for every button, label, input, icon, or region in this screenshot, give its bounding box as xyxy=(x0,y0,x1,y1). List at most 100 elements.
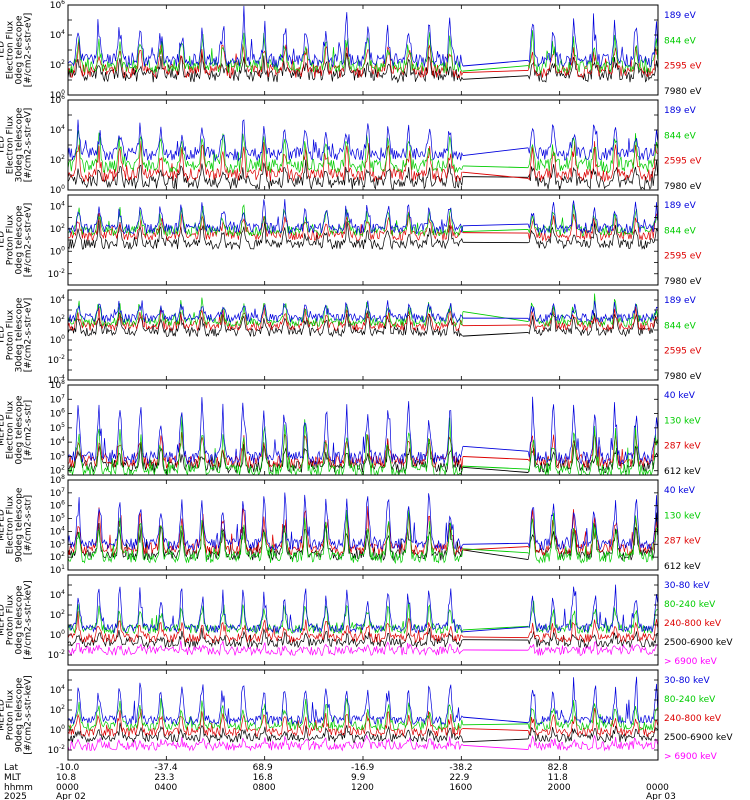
panel-2-ylabel: TEDElectron Flux30deg telescope[#/cm2-s-… xyxy=(0,107,34,182)
y-tick-label: 100 xyxy=(50,245,65,257)
legend-1-1: 7980 eV xyxy=(664,87,702,97)
panel-5: 102 103 104 105 106 107 108 MEPEDElectron Flux0… xyxy=(0,379,701,477)
x-tick-label: 0400 xyxy=(154,783,177,793)
x-tick-label: 10.8 xyxy=(56,773,76,783)
gap-line-2-3 xyxy=(462,165,529,169)
x-tick-label: -38.2 xyxy=(449,763,472,773)
panel-1-frame xyxy=(67,4,659,96)
y-tick-label: 10-4 xyxy=(48,374,66,386)
gap-line-8-2 xyxy=(462,738,529,743)
x-tick-label: 11.8 xyxy=(548,773,568,783)
y-tick-label: 100 xyxy=(50,184,65,196)
x-row-label-mlt: MLT xyxy=(4,773,22,783)
panel-7: 10-2 100 102 104 MEPEDProton Flux0deg telesc… xyxy=(0,574,733,667)
y-tick-label: 106 xyxy=(50,408,65,420)
legend-7-1: > 6900 keV xyxy=(664,657,718,667)
x-tick-label: -37.4 xyxy=(154,763,178,773)
series-3-3 xyxy=(68,203,658,238)
legend-2-4: 189 eV xyxy=(664,106,697,116)
y-tick-label: 106 xyxy=(50,0,65,11)
gap-line-1-3 xyxy=(462,65,529,72)
y-tick-label: 10-2 xyxy=(48,354,66,366)
legend-6-1: 612 keV xyxy=(664,562,701,572)
gap-line-1-1 xyxy=(462,75,529,80)
panel-3-series xyxy=(68,199,658,251)
y-tick-label: 10-2 xyxy=(48,744,66,756)
x-tick-label: -16.9 xyxy=(351,763,375,773)
panel-1-series xyxy=(68,5,658,84)
legend-7-2: 2500-6900 keV xyxy=(664,638,733,648)
panel-8: 10-2 100 102 104 MEPEDProton Flux90deg teles… xyxy=(0,669,733,762)
gap-line-3-4 xyxy=(462,223,529,227)
x-row-label-2025: 2025 xyxy=(4,792,27,800)
legend-8-1: > 6900 keV xyxy=(664,752,718,762)
y-tick-label: 104 xyxy=(50,124,65,136)
series-3-4 xyxy=(68,199,658,235)
legend-6-2: 287 keV xyxy=(664,537,701,547)
panel-4: 10-4 10-2 100 102 104 TEDProton Flux30deg tel… xyxy=(0,289,702,386)
series-1-1 xyxy=(68,52,658,84)
y-tick-label: 100 xyxy=(50,89,65,101)
gap-line-4-3 xyxy=(462,311,529,322)
gap-line-8-3 xyxy=(462,728,529,731)
panel-5-ylabel: MEPEDElectron Flux0deg telescope[#/cm2-s… xyxy=(0,395,34,465)
y-tick-label: 108 xyxy=(50,379,65,391)
gap-line-6-3 xyxy=(462,548,529,554)
legend-1-3: 844 eV xyxy=(664,36,697,46)
y-tick-label: 104 xyxy=(50,294,65,306)
legend-8-4: 80-240 keV xyxy=(664,695,716,705)
series-6-4 xyxy=(68,492,658,551)
series-8-4 xyxy=(68,698,658,732)
y-tick-label: 102 xyxy=(50,465,65,477)
series-6-3 xyxy=(68,509,658,565)
series-6-1 xyxy=(68,512,658,562)
series-8-2 xyxy=(68,722,658,744)
x-tick-label: -10.0 xyxy=(56,763,80,773)
series-2-2 xyxy=(68,141,658,183)
y-tick-label: 107 xyxy=(50,487,65,499)
gap-line-4-2 xyxy=(462,324,529,327)
y-tick-label: 101 xyxy=(50,564,65,576)
legend-8-2: 2500-6900 keV xyxy=(664,733,733,743)
x-tick-label: Apr 02 xyxy=(56,792,86,800)
y-tick-label: 108 xyxy=(50,474,65,486)
legend-1-4: 189 eV xyxy=(664,11,697,21)
legend-6-4: 40 keV xyxy=(664,486,696,496)
gap-line-5-1 xyxy=(462,466,529,473)
legend-2-3: 844 eV xyxy=(664,131,697,141)
panel-4-series xyxy=(68,293,658,338)
y-tick-label: 103 xyxy=(50,538,65,550)
legend-8-5: 30-80 keV xyxy=(664,676,710,686)
gap-line-8-5 xyxy=(462,716,529,724)
panel-8-series xyxy=(68,676,658,752)
y-tick-label: 104 xyxy=(50,589,65,601)
x-tick-label: 2000 xyxy=(548,783,571,793)
panel-3: 10-2 100 102 104 TEDProton Flux0deg telescop… xyxy=(0,194,702,287)
series-3-1 xyxy=(68,220,658,251)
y-tick-label: 100 xyxy=(50,724,65,736)
legend-7-5: 30-80 keV xyxy=(664,581,710,591)
x-tick-label: 1600 xyxy=(449,783,472,793)
y-tick-label: 102 xyxy=(50,609,65,621)
y-tick-label: 104 xyxy=(50,525,65,537)
gap-line-6-4 xyxy=(462,542,529,545)
gap-line-2-4 xyxy=(462,147,529,157)
x-tick-label: 16.8 xyxy=(253,773,273,783)
y-tick-label: 102 xyxy=(50,551,65,563)
gap-line-7-4 xyxy=(462,625,529,631)
y-tick-label: 10-2 xyxy=(48,649,66,661)
gap-line-5-2 xyxy=(462,456,529,460)
y-tick-label: 104 xyxy=(50,200,65,212)
series-4-3 xyxy=(68,293,658,328)
series-1-4 xyxy=(68,5,658,69)
gap-line-6-1 xyxy=(462,549,529,560)
series-5-3 xyxy=(68,415,658,475)
legend-2-2: 2595 eV xyxy=(664,157,702,167)
series-2-4 xyxy=(68,119,658,162)
x-tick-label: 23.3 xyxy=(154,773,174,783)
legend-6-3: 130 keV xyxy=(664,511,701,521)
x-tick-label: 82.8 xyxy=(548,763,568,773)
x-tick-label: 9.9 xyxy=(351,773,366,783)
legend-7-3: 240-800 keV xyxy=(664,619,722,629)
